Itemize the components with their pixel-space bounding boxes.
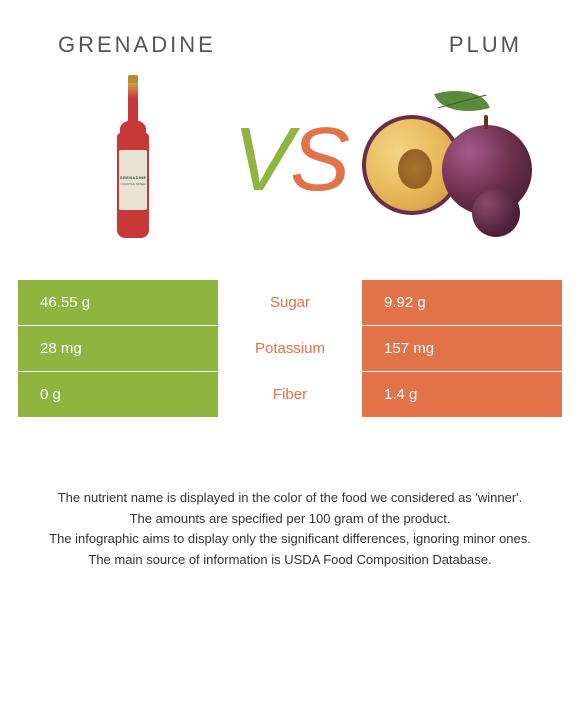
nutrient-label: Sugar [218,280,362,325]
left-food-title: GRENADINE [58,32,216,58]
footer-line: The main source of information is USDA F… [28,550,552,570]
header-row: GRENADINE PLUM [18,32,562,58]
right-value: 157 mg [362,326,562,371]
nutrient-label: Potassium [218,326,362,371]
vs-v-letter: V [233,110,290,210]
grenadine-bottle-icon: GRENADINE COCKTAIL MIXER [114,75,152,245]
grenadine-image: GRENADINE COCKTAIL MIXER [48,75,218,245]
footer-notes: The nutrient name is displayed in the co… [18,488,562,569]
nutrient-label: Fiber [218,372,362,417]
vs-s-letter: S [290,110,347,210]
infographic-container: GRENADINE PLUM GRENADINE COCKTAIL MIXER … [0,0,580,590]
plum-image [362,75,532,245]
right-food-title: PLUM [449,32,522,58]
footer-line: The infographic aims to display only the… [28,529,552,549]
comparison-table: 46.55 g Sugar 9.92 g 28 mg Potassium 157… [18,280,562,418]
image-row: GRENADINE COCKTAIL MIXER VS [18,70,562,250]
plum-icon [362,85,532,235]
table-row: 28 mg Potassium 157 mg [18,326,562,372]
footer-line: The nutrient name is displayed in the co… [28,488,552,508]
right-value: 9.92 g [362,280,562,325]
vs-label: VS [233,109,347,212]
right-value: 1.4 g [362,372,562,417]
left-value: 0 g [18,372,218,417]
left-value: 46.55 g [18,280,218,325]
left-value: 28 mg [18,326,218,371]
table-row: 0 g Fiber 1.4 g [18,372,562,418]
table-row: 46.55 g Sugar 9.92 g [18,280,562,326]
footer-line: The amounts are specified per 100 gram o… [28,509,552,529]
